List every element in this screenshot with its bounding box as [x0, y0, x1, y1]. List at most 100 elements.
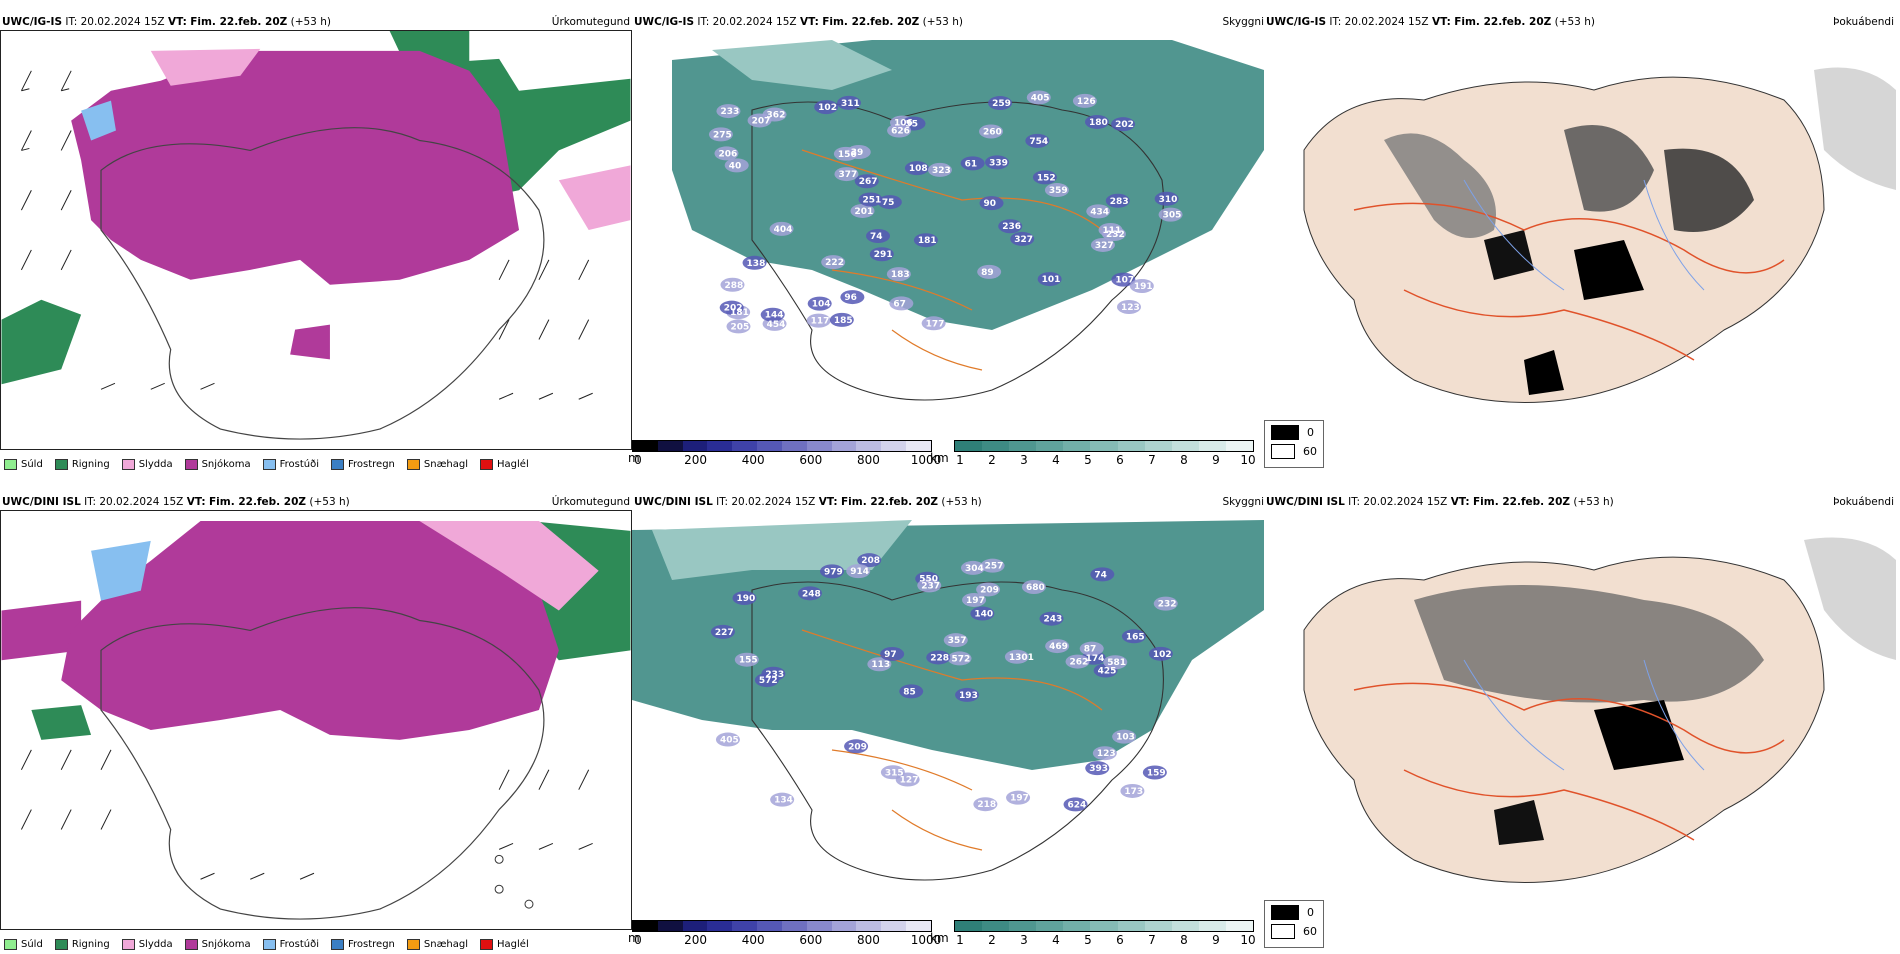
visibility-value-label: 434: [1090, 207, 1109, 217]
valid-time: Fim. 22.feb. 20Z: [1472, 496, 1571, 508]
panel-visibility-bottom: UWC/DINI ISL IT: 20.02.2024 15Z VT: Fim.…: [628, 494, 1265, 954]
legend-label: Frostúði: [279, 459, 319, 470]
visibility-value-label: 327: [1014, 235, 1033, 245]
low-visibility-patch: [955, 687, 980, 702]
visibility-value-label: 207: [752, 116, 771, 126]
low-visibility-patch: [1079, 641, 1104, 656]
low-visibility-patch: [979, 124, 1004, 139]
panel-title: UWC/DINI ISL IT: 20.02.2024 15Z VT: Fim.…: [2, 496, 350, 508]
legend-label: Rigning: [71, 939, 110, 950]
colorbar-swatch: [1063, 921, 1091, 931]
visibility-value-label: 40: [729, 161, 742, 171]
variable-name: Skyggni: [1222, 496, 1265, 508]
colorbar-swatch: [955, 441, 983, 451]
low-visibility-patch: [1090, 237, 1115, 252]
legend-item-snjokoma: Snjókoma: [184, 939, 251, 950]
visibility-value-label: 236: [1002, 222, 1021, 232]
legend-label: Snjókoma: [201, 459, 251, 470]
visibility-value-label: 572: [759, 676, 778, 686]
colorbar-unit: m: [628, 931, 640, 945]
low-visibility-patch: [761, 666, 786, 681]
low-visibility-patch: [877, 195, 902, 210]
colorbar-tick-label: 1: [956, 933, 964, 947]
visibility-value-label: 288: [724, 281, 743, 291]
legend-swatch: [54, 939, 68, 950]
visibility-value-label: 209: [848, 742, 867, 752]
visibility-value-label: 469: [1049, 642, 1068, 652]
legend-label: Súld: [21, 939, 43, 950]
panel-precip-bottom: UWC/DINI ISL IT: 20.02.2024 15Z VT: Fim.…: [0, 494, 632, 954]
legend-label: Haglél: [497, 459, 529, 470]
legend-swatch: [331, 459, 344, 470]
visibility-value-label: 152: [1037, 173, 1056, 183]
visibility-value-label: 85: [903, 687, 916, 697]
legend-label: Frostúði: [279, 939, 319, 950]
low-visibility-patch: [988, 96, 1013, 111]
variable-name: Úrkomutegund: [551, 16, 630, 28]
visibility-value-label: 339: [989, 158, 1008, 168]
low-visibility-patch: [1105, 193, 1130, 208]
precip-map: [0, 510, 632, 930]
valid-time: Fim. 22.feb. 20Z: [822, 16, 920, 28]
visibility-value-label: 140: [974, 610, 993, 620]
visibility-value-label: 123: [1121, 303, 1140, 313]
low-visibility-patch: [1006, 790, 1031, 805]
low-visibility-patch: [960, 560, 985, 575]
colorbar-tick-label: 6: [1116, 933, 1124, 947]
colorbar-tick-label: 200: [684, 453, 708, 467]
visibility-value-label: 202: [724, 304, 743, 314]
low-visibility-patch: [724, 158, 749, 173]
visibility-value-label: 267: [859, 177, 878, 187]
low-visibility-patch: [1072, 93, 1097, 108]
low-visibility-patch: [960, 156, 985, 171]
fog-legend-row: 60: [1271, 444, 1317, 459]
legend-swatch: [4, 939, 17, 950]
colorbar-ticks: 1 2 3 4 5 6 7 8 9 10: [954, 932, 1255, 948]
visibility-value-label: 206: [718, 149, 737, 159]
low-visibility-patch: [1116, 299, 1141, 314]
visibility-value-label: 377: [838, 170, 857, 180]
visibility-value-label: 251: [863, 195, 882, 205]
fog-legend-swatch: [1271, 425, 1299, 440]
legend-item-snaehagl: Snæhagl: [406, 939, 468, 950]
visibility-value-label: 111: [1103, 226, 1122, 236]
low-visibility-patch: [762, 107, 787, 122]
visibility-value-label: 155: [739, 656, 758, 666]
low-visibility-patch: [866, 228, 891, 243]
colorbar-tick-label: 4: [1052, 933, 1060, 947]
low-visibility-patch: [943, 633, 968, 648]
lead-time: (+53 h): [941, 496, 982, 508]
visibility-value-label: 127: [900, 776, 919, 786]
colorbar-swatch: [732, 921, 758, 931]
visibility-value-label: 227: [715, 628, 734, 638]
colorbar-tick-label: 5: [1084, 453, 1092, 467]
visibility-value-label: 96: [844, 293, 857, 303]
fog-legend-label: 60: [1303, 445, 1317, 458]
model-name: UWC/IG-IS: [2, 16, 63, 28]
colorbar-swatch: [1171, 441, 1199, 451]
colorbar-tick-label: 5: [1084, 933, 1092, 947]
visibility-value-label: 327: [1095, 241, 1114, 251]
fog-map: [1264, 30, 1896, 450]
colorbar-swatch: [1225, 921, 1254, 931]
low-visibility-patch: [1044, 183, 1069, 198]
colorbar-swatch: [1117, 441, 1145, 451]
valid-label: VT:: [1431, 16, 1451, 28]
colorbar-swatch: [831, 921, 857, 931]
colorbar-swatch: [881, 441, 907, 451]
colorbar-swatch: [1225, 441, 1254, 451]
visibility-map: 123 67 75 102 106 311 39 202 55 291 207 205 236 377 18…: [632, 30, 1264, 450]
fog-map: [1264, 510, 1896, 930]
low-visibility-patch: [1101, 226, 1126, 241]
visibility-value-label: 359: [1049, 186, 1068, 196]
visibility-value-label: 180: [1089, 118, 1108, 128]
precip-map: [0, 30, 632, 450]
visibility-value-label: 97: [884, 650, 897, 660]
colorbar-swatch: [881, 921, 907, 931]
visibility-value-label: 181: [918, 236, 937, 246]
legend-label: Slydda: [138, 459, 173, 470]
low-visibility-patch: [899, 684, 924, 699]
visibility-value-label: 323: [932, 166, 951, 176]
visibility-value-label: 102: [818, 103, 837, 113]
visibility-value-label: 624: [1068, 800, 1087, 810]
